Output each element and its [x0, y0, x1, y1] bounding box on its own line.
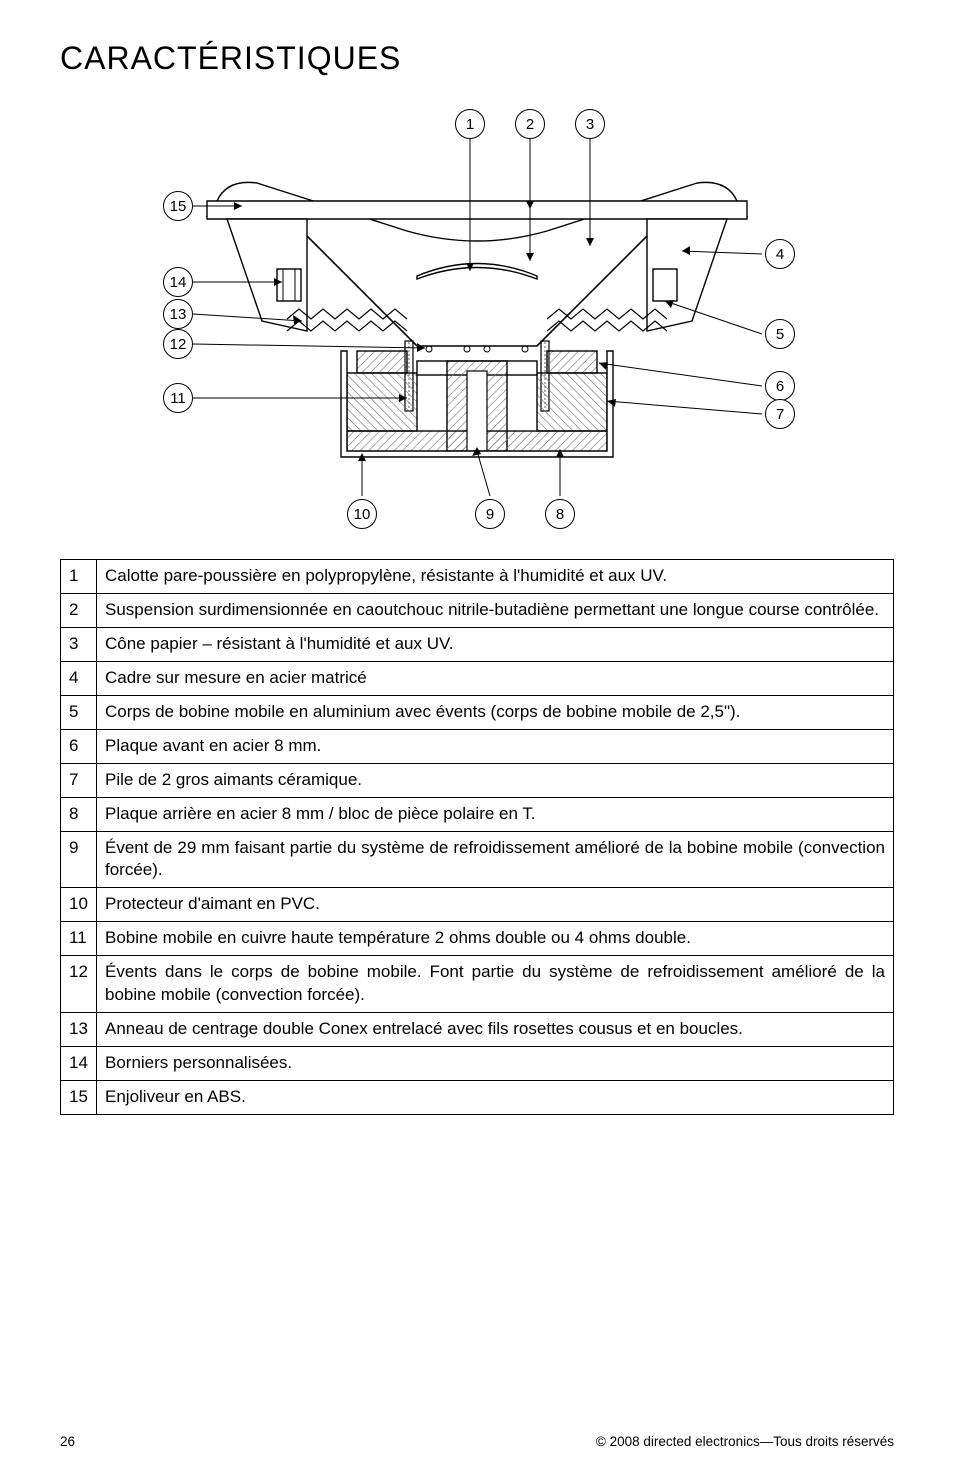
- row-description: Cadre sur mesure en acier matricé: [97, 661, 894, 695]
- table-row: 6Plaque avant en acier 8 mm.: [61, 729, 894, 763]
- row-number: 3: [61, 627, 97, 661]
- row-description: Évents dans le corps de bobine mobile. F…: [97, 956, 894, 1013]
- row-number: 6: [61, 729, 97, 763]
- row-number: 4: [61, 661, 97, 695]
- copyright-text: © 2008 directed electronics—Tous droits …: [596, 1434, 894, 1449]
- speaker-cutaway-diagram: 123151413121145671098: [107, 101, 847, 531]
- table-row: 7Pile de 2 gros aimants céramique.: [61, 763, 894, 797]
- row-number: 12: [61, 956, 97, 1013]
- row-number: 13: [61, 1013, 97, 1047]
- table-row: 12Évents dans le corps de bobine mobile.…: [61, 956, 894, 1013]
- row-description: Pile de 2 gros aimants céramique.: [97, 763, 894, 797]
- row-number: 10: [61, 888, 97, 922]
- diagram-container: 123151413121145671098: [60, 101, 894, 531]
- row-description: Calotte pare-poussière en polypropylène,…: [97, 560, 894, 594]
- callout-8: 8: [545, 499, 575, 529]
- table-row: 14Borniers personnalisées.: [61, 1047, 894, 1081]
- table-row: 4Cadre sur mesure en acier matricé: [61, 661, 894, 695]
- row-description: Plaque arrière en acier 8 mm / bloc de p…: [97, 797, 894, 831]
- table-row: 10Protecteur d'aimant en PVC.: [61, 888, 894, 922]
- row-description: Protecteur d'aimant en PVC.: [97, 888, 894, 922]
- callout-14: 14: [163, 267, 193, 297]
- callout-2: 2: [515, 109, 545, 139]
- row-number: 15: [61, 1081, 97, 1115]
- table-row: 1Calotte pare-poussière en polypropylène…: [61, 560, 894, 594]
- table-row: 3Cône papier – résistant à l'humidité et…: [61, 627, 894, 661]
- page-footer: 26 © 2008 directed electronics—Tous droi…: [60, 1434, 894, 1449]
- table-row: 13Anneau de centrage double Conex entrel…: [61, 1013, 894, 1047]
- table-row: 8Plaque arrière en acier 8 mm / bloc de …: [61, 797, 894, 831]
- row-number: 5: [61, 695, 97, 729]
- table-row: 11Bobine mobile en cuivre haute températ…: [61, 922, 894, 956]
- callout-4: 4: [765, 239, 795, 269]
- row-description: Plaque avant en acier 8 mm.: [97, 729, 894, 763]
- table-row: 9Évent de 29 mm faisant partie du systèm…: [61, 831, 894, 888]
- page-title: CARACTÉRISTIQUES: [60, 40, 894, 77]
- callout-11: 11: [163, 383, 193, 413]
- table-row: 5Corps de bobine mobile en aluminium ave…: [61, 695, 894, 729]
- row-description: Anneau de centrage double Conex entrelac…: [97, 1013, 894, 1047]
- cutaway-svg: [107, 101, 847, 531]
- row-description: Corps de bobine mobile en aluminium avec…: [97, 695, 894, 729]
- callout-12: 12: [163, 329, 193, 359]
- callout-13: 13: [163, 299, 193, 329]
- features-table: 1Calotte pare-poussière en polypropylène…: [60, 559, 894, 1115]
- callout-3: 3: [575, 109, 605, 139]
- row-number: 2: [61, 593, 97, 627]
- callout-7: 7: [765, 399, 795, 429]
- row-number: 1: [61, 560, 97, 594]
- row-description: Suspension surdimensionnée en caoutchouc…: [97, 593, 894, 627]
- row-number: 11: [61, 922, 97, 956]
- callout-1: 1: [455, 109, 485, 139]
- row-description: Bobine mobile en cuivre haute températur…: [97, 922, 894, 956]
- callout-5: 5: [765, 319, 795, 349]
- row-description: Borniers personnalisées.: [97, 1047, 894, 1081]
- row-description: Enjoliveur en ABS.: [97, 1081, 894, 1115]
- row-number: 7: [61, 763, 97, 797]
- row-number: 8: [61, 797, 97, 831]
- callout-6: 6: [765, 371, 795, 401]
- table-row: 2Suspension surdimensionnée en caoutchou…: [61, 593, 894, 627]
- row-number: 9: [61, 831, 97, 888]
- page-number: 26: [60, 1434, 75, 1449]
- callout-10: 10: [347, 499, 377, 529]
- table-row: 15Enjoliveur en ABS.: [61, 1081, 894, 1115]
- row-description: Évent de 29 mm faisant partie du système…: [97, 831, 894, 888]
- callout-15: 15: [163, 191, 193, 221]
- row-number: 14: [61, 1047, 97, 1081]
- callout-9: 9: [475, 499, 505, 529]
- row-description: Cône papier – résistant à l'humidité et …: [97, 627, 894, 661]
